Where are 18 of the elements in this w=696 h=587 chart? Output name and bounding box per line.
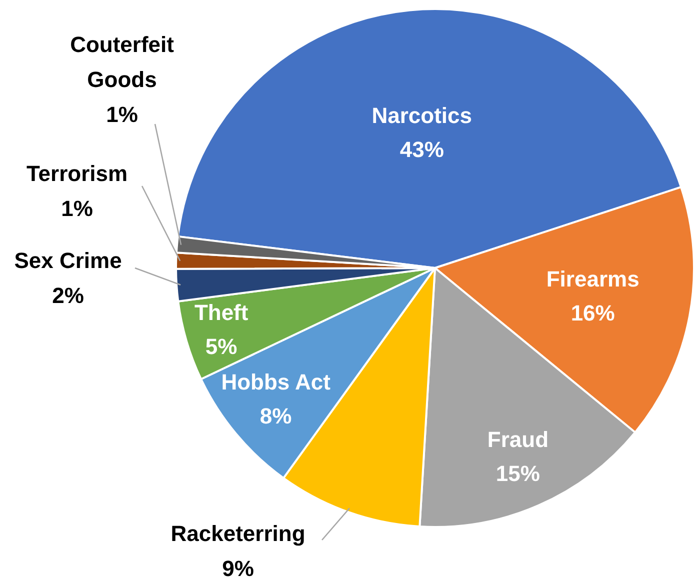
slice-label: Sex Crime bbox=[14, 248, 122, 274]
slice-label: Couterfeit Goods bbox=[70, 32, 175, 92]
slice-label: Terrorism bbox=[26, 161, 128, 186]
data-label: 1% bbox=[106, 102, 138, 128]
data-label: 2% bbox=[52, 283, 84, 308]
data-label: 1% bbox=[61, 196, 93, 222]
data-label: 43% bbox=[400, 137, 444, 162]
data-label: 15% bbox=[496, 460, 540, 486]
slice-label: Racketerring bbox=[170, 521, 306, 546]
data-label: 5% bbox=[205, 334, 238, 359]
slice-label: Narcotics bbox=[372, 103, 472, 128]
slice-label: Theft bbox=[194, 300, 249, 325]
slice-label: Fraud bbox=[487, 426, 549, 452]
data-label: 8% bbox=[260, 404, 292, 429]
slice-label: Firearms bbox=[546, 266, 640, 292]
data-label: 9% bbox=[222, 556, 254, 582]
data-label: 16% bbox=[570, 300, 615, 326]
slice-label: Hobbs Act bbox=[221, 370, 332, 395]
